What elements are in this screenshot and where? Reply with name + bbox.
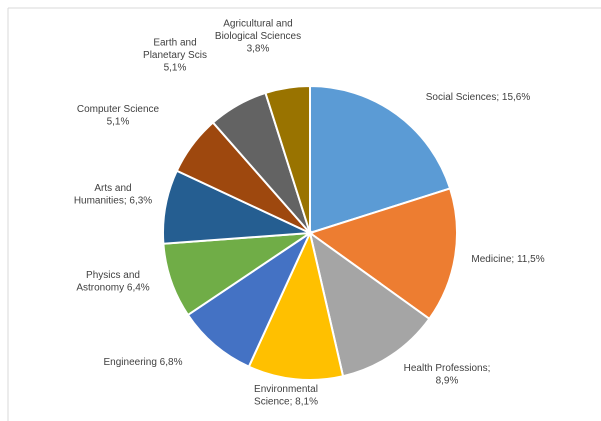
data-label-line: Computer Science — [77, 104, 160, 115]
pie-slices — [162, 84, 458, 381]
data-label-agricultural-and-biological-sciences: Agricultural and Biological Sciences 3,8% — [215, 19, 301, 55]
data-label-social-sciences: Social Sciences; 15,6% — [426, 92, 531, 103]
data-label-arts-and-humanities: Arts and Humanities; 6,3% — [74, 183, 152, 207]
data-label-environmental-science: Environmental Science; 8,1% — [254, 384, 318, 408]
data-label-line: Science; 8,1% — [254, 396, 318, 407]
data-label-line: Environmental — [254, 384, 318, 395]
data-label-line: Astronomy 6,4% — [76, 282, 149, 293]
data-label-line: Physics and — [86, 270, 140, 281]
data-label-line: Social Sciences; 15,6% — [426, 92, 531, 103]
data-label-line: Agricultural and — [223, 19, 292, 30]
pie-slice-medicine — [307, 187, 458, 321]
data-label-line: Planetary Scis — [143, 50, 207, 61]
data-label-line: Health Professions; — [404, 363, 491, 374]
data-label-computer-science: Computer Science 5,1% — [77, 104, 160, 128]
data-label-line: Medicine; 11,5% — [471, 254, 544, 265]
data-label-line: 5,1% — [107, 116, 130, 127]
pie-slice-health-professions — [308, 230, 431, 378]
data-label-line: 8,9% — [436, 375, 459, 386]
pie-slice-environmental-science — [247, 229, 345, 381]
data-label-line: Engineering 6,8% — [104, 357, 183, 368]
data-label-line: Earth and — [153, 38, 196, 49]
data-label-earth-and-planetary-scis: Earth and Planetary Scis 5,1% — [143, 38, 207, 74]
pie-slice-agricultural-and-biological-sciences — [264, 84, 311, 234]
data-label-physics-and-astronomy: Physics and Astronomy 6,4% — [76, 270, 149, 294]
data-label-engineering: Engineering 6,8% — [104, 357, 183, 368]
pie-slice-social-sciences — [309, 84, 452, 235]
data-label-line: Biological Sciences — [215, 31, 301, 42]
data-label-health-professions: Health Professions; 8,9% — [404, 363, 491, 387]
data-label-medicine: Medicine; 11,5% — [471, 254, 544, 265]
slice-labels: Social Sciences; 15,6% Medicine; 11,5% Hea… — [74, 19, 545, 408]
data-label-line: 3,8% — [247, 44, 270, 55]
data-label-line: 5,1% — [164, 63, 187, 74]
data-label-line: Arts and — [94, 183, 131, 194]
data-label-line: Humanities; 6,3% — [74, 195, 152, 206]
pie-slice-engineering — [186, 230, 313, 368]
